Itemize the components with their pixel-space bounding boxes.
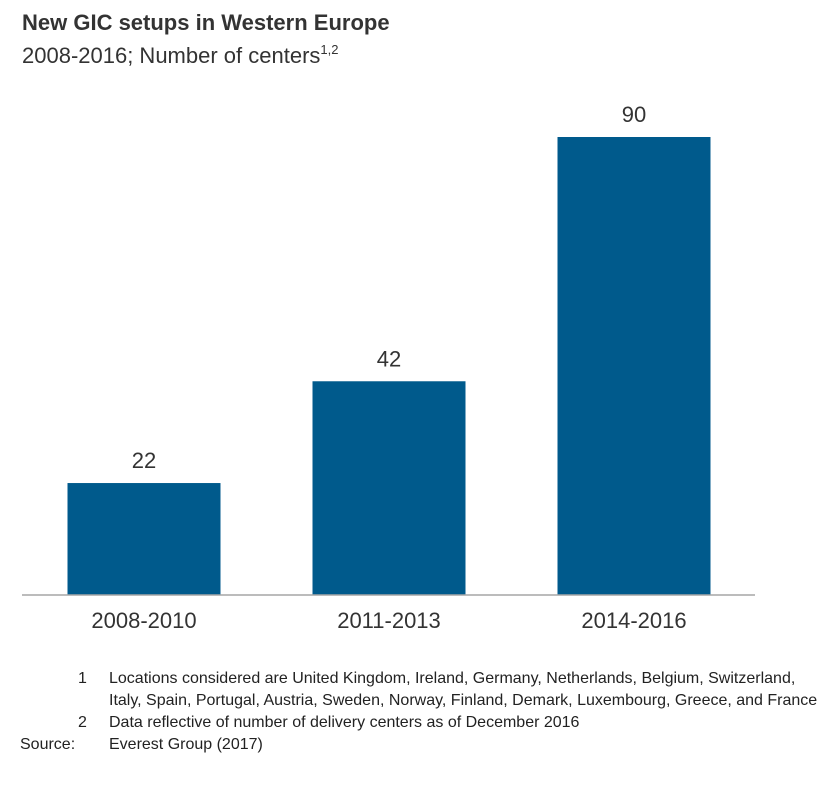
source-label: Source: [20, 736, 76, 753]
footnote-number: 2 [78, 714, 87, 731]
chart-subtitle: 2008-2016; Number of centers1,2 [22, 43, 338, 69]
x-tick-label: 2014-2016 [581, 608, 686, 633]
subtitle-footnote-marker: 1,2 [320, 42, 339, 57]
subtitle-text: 2008-2016; Number of centers [22, 43, 321, 68]
data-label: 90 [622, 102, 646, 127]
chart-title: New GIC setups in Western Europe [22, 10, 390, 35]
footnote-2: 2 Data reflective of number of delivery … [20, 712, 820, 734]
source-text: Everest Group (2017) [109, 736, 263, 753]
data-label: 22 [132, 448, 156, 473]
x-tick-label: 2008-2010 [91, 608, 196, 633]
footnote-text: Data reflective of number of delivery ce… [109, 714, 580, 731]
footnotes: 1 Locations considered are United Kingdo… [20, 668, 820, 756]
bar-2008-2010 [67, 483, 221, 595]
bar-2011-2013 [312, 381, 466, 595]
footnote-number: 1 [78, 670, 87, 687]
data-label: 42 [377, 346, 401, 371]
bar-2014-2016 [557, 137, 711, 595]
footnote-text: Locations considered are United Kingdom,… [109, 670, 818, 709]
bar-chart: 22 2008-2010 42 2011-2013 90 2014-2016 [22, 102, 755, 633]
footnote-1: 1 Locations considered are United Kingdo… [20, 668, 820, 712]
x-tick-label: 2011-2013 [337, 608, 441, 633]
source-line: Source: Everest Group (2017) [20, 734, 820, 756]
